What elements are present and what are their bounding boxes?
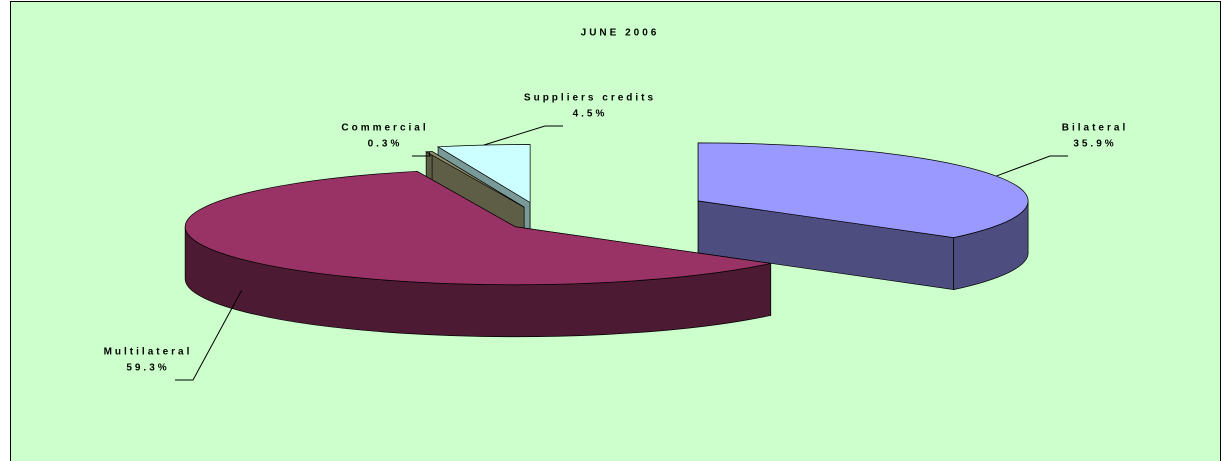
slice-value-label: 35.9% — [1073, 139, 1116, 150]
leader-line — [483, 125, 563, 146]
slice-value-label: 59.3% — [126, 363, 169, 374]
slice — [697, 142, 1029, 238]
slice-label: Multilateral — [104, 347, 193, 358]
slice-label: Suppliers credits — [524, 93, 656, 104]
slice — [184, 170, 771, 286]
leader-line — [996, 155, 1068, 177]
slice-value-label: 4.5% — [573, 109, 608, 120]
leader-line — [175, 290, 243, 381]
chart-title: JUNE 2006 — [581, 28, 660, 39]
slice-label: Bilateral — [1062, 123, 1128, 134]
leader-line — [412, 151, 431, 157]
slice-label: Commercial — [341, 123, 428, 134]
slice-value-label: 0.3% — [368, 139, 403, 150]
